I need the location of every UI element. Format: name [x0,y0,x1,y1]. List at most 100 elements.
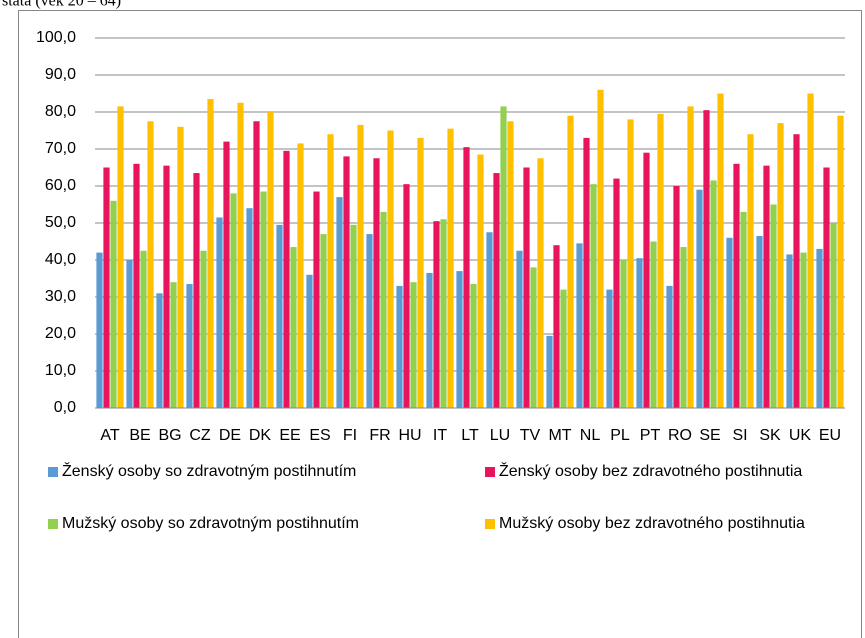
bar [793,134,800,408]
bar [756,235,763,408]
bar [417,137,424,408]
bar [807,93,814,408]
bar [710,180,717,408]
bar [606,289,613,408]
bar [456,271,463,408]
bar [666,285,673,408]
x-tick-label: PT [640,427,661,444]
bar [830,223,837,408]
x-tick-label: CZ [189,427,211,444]
bar [380,211,387,408]
x-tick-label: EE [279,427,300,444]
x-tick-label: SE [699,427,720,444]
bar [207,99,214,409]
bar [680,247,687,408]
bar [493,173,500,408]
bar [283,150,290,408]
x-tick-label: TV [520,427,541,444]
bar [516,250,523,408]
bar [147,121,154,408]
bar [297,143,304,408]
y-tick-label: 40,0 [45,251,76,268]
bar [230,193,237,408]
bar [396,285,403,408]
bar [733,163,740,408]
bar [306,274,313,408]
bar [320,234,327,408]
legend-label: Ženský osoby so zdravotným postihnutím [62,461,356,480]
x-tick-label: PL [610,427,630,444]
y-tick-label: 20,0 [45,325,76,342]
bar [433,221,440,408]
x-tick-label: FR [369,427,390,444]
bar [313,191,320,408]
bar [170,282,177,408]
bar [590,184,597,408]
bar [500,106,507,408]
bar [703,110,710,409]
x-tick-label: DK [249,427,272,444]
bar [260,191,267,408]
bar [627,119,634,409]
bar [426,272,433,408]
bar [177,126,184,409]
bar [117,106,124,408]
bar [583,137,590,408]
legend-swatch [48,467,58,477]
bar [186,284,193,408]
bar [267,112,274,408]
bar [387,130,394,408]
bar [103,167,110,408]
legend-label: Mužský osoby bez zdravotného postihnutia [499,515,805,532]
x-tick-label: EU [819,427,841,444]
x-tick-label: IT [433,427,447,444]
bar [327,134,334,408]
y-tick-label: 50,0 [45,214,76,231]
bar [770,204,777,408]
bar [643,152,650,408]
bar [133,163,140,408]
bar [747,134,754,408]
bar [440,219,447,408]
legend-label: Ženský osoby bez zdravotného postihnutia [499,461,802,480]
bar [110,200,117,408]
bar [673,186,680,408]
bar [246,208,253,408]
bar [290,247,297,408]
y-tick-label: 100,0 [36,29,76,46]
bar [687,106,694,408]
bar [567,115,574,408]
y-tick-label: 70,0 [45,140,76,157]
bar [777,123,784,408]
x-tick-label: UK [789,427,812,444]
bar [786,254,793,408]
y-tick-label: 0,0 [54,399,76,416]
x-tick-label: LU [490,427,510,444]
bar [763,165,770,408]
x-tick-label: BG [158,427,181,444]
legend-swatch [485,467,495,477]
bar [717,93,724,408]
bar [486,232,493,408]
bar [223,141,230,408]
bar [546,335,553,408]
bar [463,147,470,408]
bar [470,284,477,408]
y-tick-label: 10,0 [45,362,76,379]
bar [366,234,373,408]
y-tick-label: 60,0 [45,177,76,194]
bar [163,165,170,408]
bar [523,167,530,408]
x-tick-label: SK [759,427,781,444]
x-tick-label: ES [309,427,330,444]
bar [193,173,200,408]
bar [726,237,733,408]
bar [276,224,283,408]
bar [350,224,357,408]
bar [126,260,133,408]
bar [447,128,454,408]
y-tick-label: 80,0 [45,103,76,120]
bar [200,250,207,408]
legend-label: Mužský osoby so zdravotným postihnutím [62,515,359,532]
